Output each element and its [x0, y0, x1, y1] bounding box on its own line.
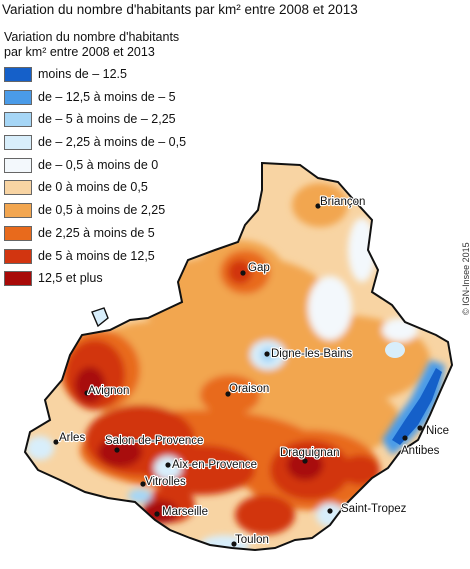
legend-swatch: [4, 112, 32, 128]
label-avignon: Avignon: [88, 385, 129, 397]
dot-marseille: [154, 511, 160, 517]
legend-label: de 0,5 à moins de 2,25: [38, 203, 166, 218]
dot-briancon: [315, 203, 321, 209]
legend-label: de – 5 à moins de – 2,25: [38, 112, 176, 127]
dot-oraison: [225, 391, 231, 397]
dot-nice: [417, 425, 423, 431]
label-salon: Salon-de-Provence: [105, 435, 203, 447]
copyright-notice: © IGN-Insee 2015: [461, 242, 470, 315]
legend-item: de – 12,5 à moins de – 5: [4, 87, 179, 110]
label-toulon: Toulon: [235, 534, 269, 546]
dot-draguignan: [302, 458, 308, 464]
region-boundary: [23, 161, 454, 552]
dot-arles: [53, 439, 59, 445]
label-arles: Arles: [59, 432, 85, 444]
legend-label: de – 12,5 à moins de – 5: [38, 89, 176, 104]
legend-label: de 0 à moins de 0,5: [38, 180, 148, 195]
legend-item: de 0,5 à moins de 2,25: [4, 200, 179, 223]
legend-swatch: [4, 67, 32, 82]
legend-label: de 2,25 à moins de 5: [38, 225, 155, 240]
legend-item: de – 0,5 à moins de 0: [4, 155, 179, 178]
label-marseille: Marseille: [162, 506, 208, 518]
legend-item: de – 5 à moins de – 2,25: [4, 109, 179, 132]
label-oraison: Oraison: [229, 383, 269, 395]
legend-item: de 0 à moins de 0,5: [4, 177, 179, 200]
legend-swatch: [4, 225, 32, 241]
legend-label: 12,5 et plus: [38, 271, 103, 286]
legend-item: de 5 à moins de 12,5: [4, 246, 179, 269]
legend-swatch: [4, 180, 32, 196]
legend-item: de – 2,25 à moins de – 0,5: [4, 132, 186, 155]
legend-label: moins de – 12.5: [38, 67, 127, 81]
dot-saint-tropez: [327, 508, 333, 514]
dot-toulon: [231, 541, 237, 547]
legend-item: de 2,25 à moins de 5: [4, 223, 179, 246]
legend-swatch: [4, 157, 32, 173]
label-gap: Gap: [248, 262, 270, 274]
label-briancon: Briançon: [320, 196, 365, 208]
legend-title-line2: par km² entre 2008 et 2013: [4, 45, 155, 59]
legend-swatch: [4, 203, 32, 219]
dot-salon: [114, 447, 120, 453]
legend-label: de 5 à moins de 12,5: [38, 248, 155, 263]
map-title: Variation du nombre d'habitants par km² …: [2, 2, 358, 17]
dot-avignon: [84, 390, 90, 396]
legend-label: de – 0,5 à moins de 0: [38, 157, 159, 172]
dot-gap: [240, 270, 246, 276]
legend-swatch: [4, 248, 32, 264]
legend: Variation du nombre d'habitants par km² …: [4, 30, 186, 291]
legend-item: 12,5 et plus: [4, 268, 179, 291]
legend-item: moins de – 12.5: [4, 64, 179, 87]
dot-aix: [165, 462, 171, 468]
label-digne: Digne-les-Bains: [271, 348, 352, 360]
label-vitrolles: Vitrolles: [145, 476, 186, 488]
city-dots: [53, 203, 423, 547]
label-aix: Aix-en-Provence: [172, 459, 257, 471]
legend-swatch: [4, 271, 32, 287]
legend-items: moins de – 12.5 de – 12,5 à moins de – 5 d…: [4, 64, 186, 291]
label-nice: Nice: [426, 425, 449, 437]
legend-label: de – 2,25 à moins de – 0,5: [38, 135, 187, 150]
enclave-outline: [91, 307, 109, 328]
city-labels: Briançon Gap Digne-les-Bains Oraison Avi…: [58, 195, 450, 547]
dot-antibes: [402, 435, 408, 441]
label-antibes: Antibes: [401, 445, 440, 457]
legend-swatch: [4, 89, 32, 105]
legend-title-line1: Variation du nombre d'habitants: [4, 30, 180, 44]
label-draguignan: Draguignan: [280, 447, 339, 459]
label-saint-tropez: Saint-Tropez: [341, 503, 407, 515]
dot-digne: [264, 351, 270, 357]
dot-vitrolles: [140, 481, 146, 487]
legend-swatch: [4, 135, 32, 151]
